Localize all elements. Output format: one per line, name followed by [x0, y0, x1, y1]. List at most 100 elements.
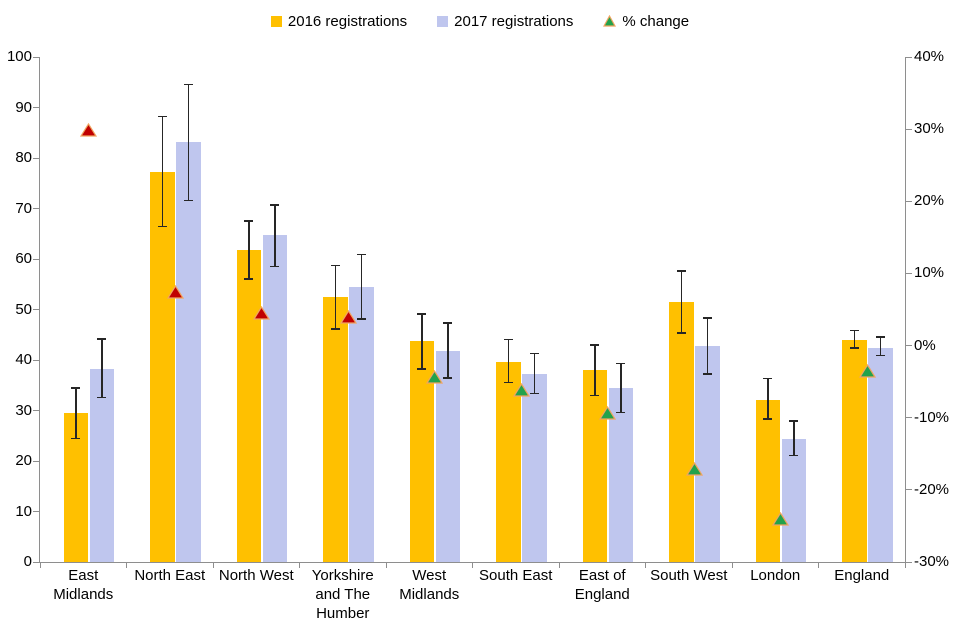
error-bar-cap [71, 387, 81, 389]
x-axis-tick [818, 563, 819, 568]
error-bar-line [161, 116, 163, 227]
x-axis-category-label: Yorkshire and The Humber [311, 567, 374, 622]
bar-2016 [755, 399, 780, 562]
y-axis-tick-label: 100 [6, 48, 32, 65]
right-axis-tick-label: -10% [914, 408, 950, 426]
bar-2017 [868, 347, 893, 562]
error-bar-cap [763, 377, 773, 380]
bar-2017 [695, 346, 720, 562]
error-bar-cap [270, 204, 280, 206]
error-bar-line [274, 204, 276, 267]
error-bar-cap [789, 454, 799, 457]
legend-square-2016-icon [270, 15, 282, 27]
error-bar-line [447, 322, 449, 379]
right-axis-tick-label: 30% [914, 120, 945, 138]
error-bar-line [507, 339, 509, 383]
error-bar-cap [503, 338, 513, 341]
y-axis-tick [33, 359, 39, 361]
error-bar-line [767, 378, 769, 420]
x-axis-category-label: South West [650, 567, 728, 584]
y-axis-tick-label: 90 [15, 98, 32, 116]
right-axis-tick [906, 561, 912, 563]
error-bar-cap [616, 362, 626, 365]
error-bar-cap [875, 336, 885, 338]
bar-2017 [781, 438, 806, 562]
x-axis-tick [472, 563, 473, 568]
error-bar-cap [244, 278, 254, 280]
plot-area: 0 10 20 30 40 50 60 70 80 90 100 -30% -20% -10% 0% 10% 2… [7, 48, 949, 622]
y-axis-tick-label: 30 [15, 401, 32, 419]
x-axis-tick [645, 563, 646, 568]
legend-label-2016: 2016 registrations [287, 12, 408, 30]
error-bar-line [334, 265, 336, 330]
x-axis-tick [212, 563, 214, 568]
pct-change-marker [772, 511, 790, 531]
error-bar-cap [417, 368, 427, 370]
x-axis-category-label: North West [218, 567, 294, 584]
error-bar-cap [356, 318, 366, 320]
error-bar-cap [529, 392, 539, 395]
bar-2017 [89, 369, 114, 562]
right-axis-tick [906, 200, 912, 202]
x-axis-tick [904, 563, 906, 568]
legend-label-2017: 2017 registrations [454, 12, 574, 30]
bar-2016 [323, 297, 348, 562]
bar-2017 [522, 374, 547, 562]
y-axis-tick [33, 157, 39, 159]
error-bar-cap [849, 329, 859, 332]
pct-change-marker [426, 370, 444, 389]
x-axis-tick [126, 563, 127, 568]
error-bar-cap [157, 115, 167, 118]
error-bar-line [533, 353, 535, 394]
y-axis-tick-label: 80 [15, 149, 32, 166]
right-axis-tick [906, 272, 912, 274]
bar-2016 [150, 171, 175, 562]
error-bar-cap [676, 270, 686, 272]
error-bar-cap [71, 437, 81, 440]
error-bar-cap [244, 220, 254, 222]
legend-label-pct-change: % change [622, 12, 690, 30]
y-axis-tick-label: 60 [15, 250, 32, 267]
bar-2017 [349, 286, 374, 562]
error-bar-cap [529, 352, 539, 355]
error-bar-cap [789, 420, 799, 422]
error-bar-line [75, 387, 77, 439]
y-axis-tick [33, 410, 39, 411]
error-bar-cap [503, 381, 513, 384]
y-axis-tick [33, 561, 39, 563]
error-bar-cap [590, 344, 600, 346]
legend-item-2017-registrations: 2017 registrations [437, 13, 573, 30]
right-axis-tick [906, 345, 912, 347]
right-axis-tick [906, 417, 912, 419]
bar-2016 [236, 250, 261, 562]
x-axis-category-label: London [750, 567, 801, 584]
pct-change-marker [512, 383, 530, 402]
pct-change-marker [339, 310, 357, 329]
error-bar-line [101, 338, 103, 398]
error-bar-cap [590, 394, 600, 397]
error-bar-cap [702, 317, 712, 319]
error-bar-line [421, 313, 423, 370]
right-axis-tick [906, 489, 912, 491]
x-axis-category-label: East Midlands [53, 567, 114, 603]
x-axis-category-label: England [834, 567, 890, 584]
error-bar-cap [97, 338, 107, 340]
error-bar-line [248, 220, 250, 280]
error-bar-line [680, 270, 682, 334]
error-bar-cap [330, 264, 340, 267]
legend-triangle-icon [603, 15, 617, 27]
y-axis-tick-label: 10 [15, 502, 32, 520]
legend-square-2017-icon [437, 15, 449, 27]
legend-item-pct-change: % change [603, 13, 689, 30]
x-axis-tick [299, 563, 300, 568]
bar-2017 [176, 142, 201, 562]
error-bar-cap [97, 396, 107, 399]
error-bar-cap [849, 347, 859, 349]
right-axis-tick-label: 10% [914, 264, 945, 282]
y-axis-tick-label: 0 [23, 553, 32, 570]
right-axis-tick-label: -20% [914, 480, 950, 498]
error-bar-line [360, 254, 362, 320]
y-axis-tick [33, 107, 39, 108]
x-axis-tick [558, 563, 560, 568]
